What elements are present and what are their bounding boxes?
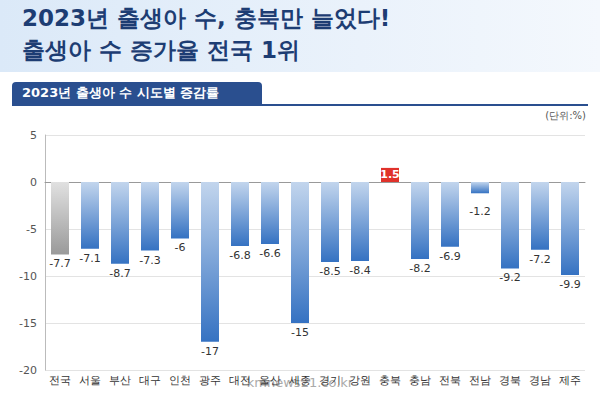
svg-text:-10: -10 (19, 270, 37, 283)
svg-text:대전: 대전 (229, 374, 251, 387)
svg-text:-1.2: -1.2 (469, 205, 490, 218)
svg-text:-7.1: -7.1 (79, 252, 100, 265)
svg-text:서울: 서울 (79, 374, 101, 387)
svg-text:-8.2: -8.2 (409, 262, 430, 275)
svg-text:-6.6: -6.6 (259, 247, 280, 260)
svg-text:-8.5: -8.5 (319, 265, 340, 278)
svg-text:충북: 충북 (379, 374, 401, 387)
svg-text:(단위:%): (단위:%) (545, 110, 586, 121)
svg-text:2023년 출생아 수 시도별 증감률: 2023년 출생아 수 시도별 증감률 (22, 85, 219, 100)
svg-text:세종: 세종 (289, 374, 311, 387)
svg-text:대구: 대구 (139, 374, 161, 387)
svg-text:2023년 출생아 수, 충북만 늘었다!: 2023년 출생아 수, 충북만 늘었다! (22, 5, 390, 31)
svg-text:1.5: 1.5 (380, 168, 400, 181)
svg-text:-6.8: -6.8 (229, 249, 250, 262)
svg-text:출생아 수 증가율 전국 1위: 출생아 수 증가율 전국 1위 (22, 37, 300, 63)
svg-text:제주: 제주 (559, 374, 581, 387)
svg-text:-8.4: -8.4 (349, 264, 370, 277)
svg-text:강원: 강원 (349, 374, 371, 387)
svg-text:전북: 전북 (439, 374, 461, 387)
svg-text:-9.2: -9.2 (499, 271, 520, 284)
svg-text:전국: 전국 (49, 374, 71, 387)
svg-text:-6.9: -6.9 (439, 250, 460, 263)
svg-text:경북: 경북 (499, 374, 521, 387)
svg-text:광주: 광주 (199, 374, 221, 387)
svg-text:0: 0 (30, 176, 37, 189)
svg-text:-15: -15 (19, 317, 37, 330)
svg-text:경기: 경기 (319, 374, 341, 387)
svg-text:-7.2: -7.2 (529, 253, 550, 266)
svg-text:-5: -5 (26, 223, 37, 236)
svg-text:-7.7: -7.7 (49, 257, 70, 270)
svg-text:-17: -17 (201, 345, 219, 358)
svg-text:부산: 부산 (109, 374, 131, 387)
svg-text:인천: 인천 (169, 374, 191, 387)
svg-text:-7.3: -7.3 (139, 254, 160, 267)
svg-text:전남: 전남 (469, 374, 491, 387)
svg-text:울산: 울산 (259, 374, 281, 387)
svg-text:경남: 경남 (529, 374, 551, 387)
svg-text:-15: -15 (291, 326, 309, 339)
svg-text:-20: -20 (19, 364, 37, 377)
svg-text:-8.7: -8.7 (109, 267, 130, 280)
svg-text:5: 5 (30, 129, 37, 142)
svg-text:kmnews21.co.kr: kmnews21.co.kr (247, 375, 354, 390)
svg-text:충남: 충남 (409, 374, 431, 387)
svg-text:-6: -6 (175, 241, 186, 254)
svg-text:-9.9: -9.9 (559, 278, 580, 291)
